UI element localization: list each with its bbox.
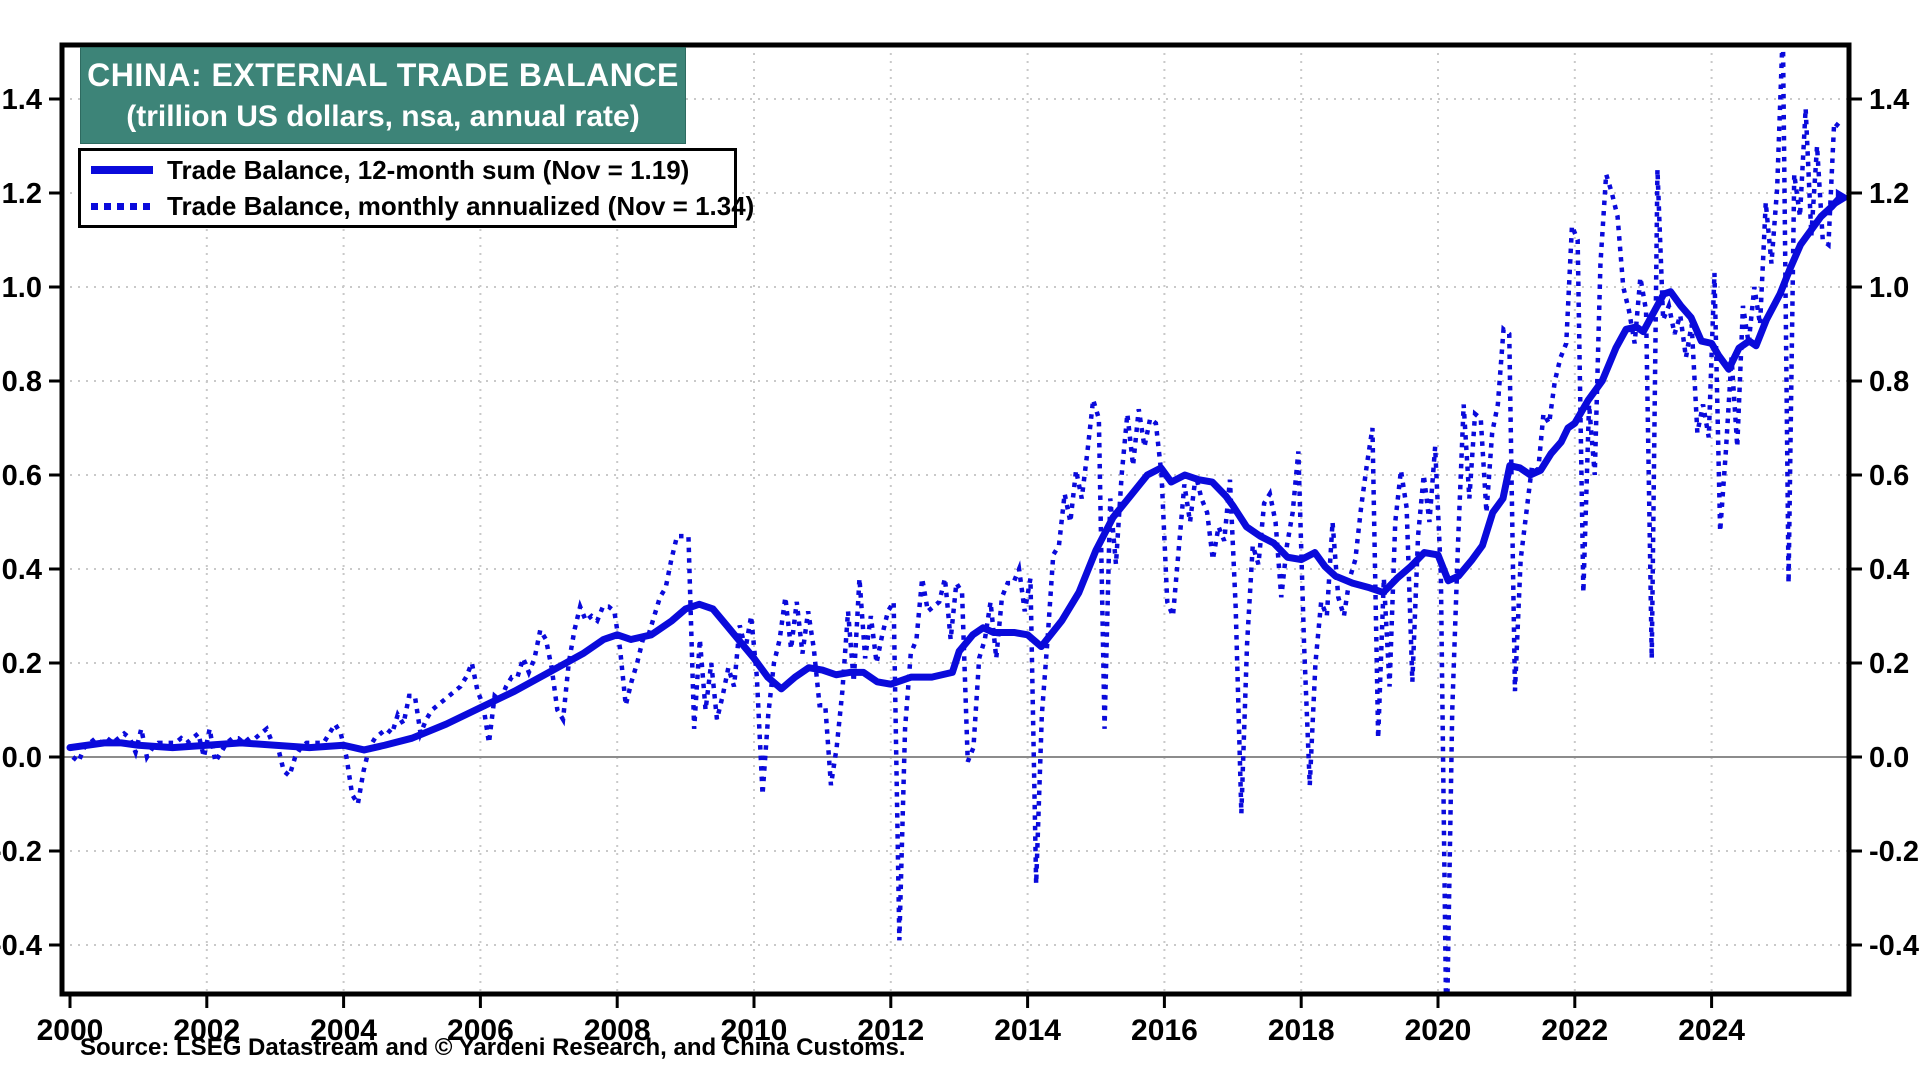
x-tick-label: 2016: [1131, 1014, 1198, 1047]
legend-item-monthly-annualized: Trade Balance, monthly annualized (Nov =…: [91, 191, 754, 222]
x-tick-label: 2020: [1405, 1014, 1472, 1047]
y-tick-label-left: 1.2: [2, 178, 42, 210]
gridlines: [62, 45, 1849, 994]
y-tick-label-left: 0.2: [2, 648, 42, 680]
y-tick-label-right: 1.4: [1869, 84, 1909, 116]
chart-title-line1: CHINA: EXTERNAL TRADE BALANCE: [87, 57, 679, 93]
y-tick-label-right: 0.6: [1869, 460, 1909, 492]
legend-label-monthly-annualized: Trade Balance, monthly annualized (Nov =…: [167, 190, 755, 221]
x-tick-label: 2014: [994, 1014, 1061, 1047]
x-tick-label: 2022: [1541, 1014, 1608, 1047]
x-tick-label: 2008: [584, 1014, 651, 1047]
x-tick-label: 2012: [857, 1014, 924, 1047]
x-tick-label: 2018: [1268, 1014, 1335, 1047]
legend-item-12m-sum: Trade Balance, 12-month sum (Nov = 1.19): [91, 155, 734, 186]
y-tick-label-right: 1.2: [1869, 178, 1909, 210]
series-lines: [66, 45, 1849, 994]
y-tick-label-right: 0.4: [1869, 554, 1909, 586]
twelve-month-sum-line: [66, 194, 1844, 754]
x-tick-label: 2000: [37, 1014, 104, 1047]
x-tick-label: 2006: [447, 1014, 514, 1047]
y-tick-label-right: 0.2: [1869, 648, 1909, 680]
y-tick-label-left: 1.0: [2, 272, 42, 304]
y-tick-label-left: 0.0: [2, 742, 42, 774]
y-tick-label-right: -0.2: [1869, 836, 1919, 868]
x-tick-label: 2024: [1678, 1014, 1745, 1047]
y-tick-label-right: 0.8: [1869, 366, 1909, 398]
y-tick-label-left: -0.4: [0, 930, 42, 962]
source-note: Source: LSEG Datastream and © Yardeni Re…: [80, 1034, 906, 1061]
y-tick-label-right: 0.0: [1869, 742, 1909, 774]
y-tick-label-left: 0.4: [2, 554, 42, 586]
legend-label-12m-sum: Trade Balance, 12-month sum (Nov = 1.19): [167, 154, 690, 185]
chart-legend: Trade Balance, 12-month sum (Nov = 1.19)…: [78, 148, 754, 228]
chart-title-box: CHINA: EXTERNAL TRADE BALANCE (trillion …: [80, 47, 686, 144]
y-tick-label-left: 0.6: [2, 460, 42, 492]
x-tick-label: 2002: [173, 1014, 240, 1047]
plot-frame: [59, 42, 1852, 997]
y-tick-label-left: 0.8: [2, 366, 42, 398]
y-tick-label-left: -0.2: [0, 836, 42, 868]
x-tick-label: 2010: [721, 1014, 788, 1047]
axis-ticks-and-labels: -0.4 -0.4 -0.2 -0.2 0.0 0.0 0.2 0.2 0.4 0.4 0.6 0.6…: [0, 84, 1919, 1047]
dotted-line-sample-icon: [91, 202, 153, 210]
line-end-arrow-icon: [1835, 188, 1849, 207]
y-tick-label-right: -0.4: [1869, 930, 1919, 962]
chart-title-line2: (trillion US dollars, nsa, annual rate): [126, 100, 640, 133]
solid-line-sample-icon: [91, 166, 153, 174]
y-tick-label-right: 1.0: [1869, 272, 1909, 304]
y-tick-label-left: 1.4: [2, 84, 42, 116]
monthly-annualized-line: [71, 45, 1842, 994]
x-tick-label: 2004: [310, 1014, 377, 1047]
